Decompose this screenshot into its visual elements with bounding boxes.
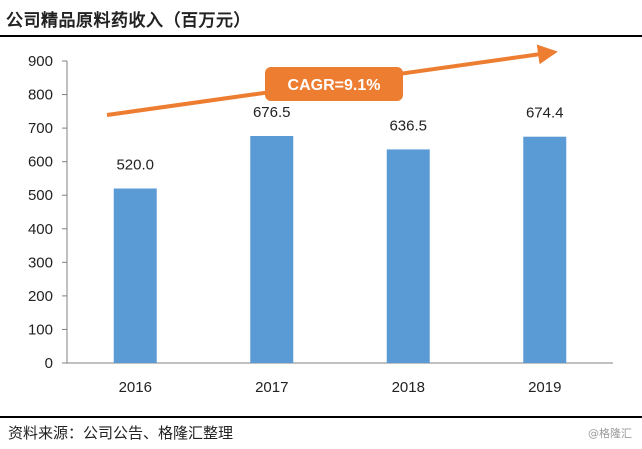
- bar-value-label: 676.5: [253, 104, 291, 121]
- y-tick-label: 800: [28, 87, 53, 104]
- y-tick-label: 600: [28, 154, 53, 171]
- bar: [386, 149, 430, 363]
- bottom-divider: [0, 416, 642, 418]
- bar: [113, 188, 157, 363]
- cagr-badge-label: CAGR=9.1%: [288, 77, 381, 94]
- bar: [523, 136, 567, 363]
- x-tick-label: 2019: [528, 379, 561, 396]
- chart-title: 公司精品原料药收入（百万元）: [6, 11, 251, 31]
- source-note: 资料来源：公司公告、格隆汇整理: [8, 424, 234, 442]
- y-tick-label: 300: [28, 254, 53, 271]
- bar-value-label: 674.4: [526, 105, 564, 122]
- bar-value-label: 636.5: [389, 117, 427, 134]
- bars: [113, 135, 567, 363]
- y-tick-label: 100: [28, 321, 53, 338]
- bar-value-labels: 520.0 676.5 636.5 674.4: [116, 104, 563, 174]
- bar: [250, 135, 294, 363]
- y-tick-label: 200: [28, 288, 53, 305]
- y-tick-label: 500: [28, 187, 53, 204]
- x-tick-label: 2016: [119, 379, 152, 396]
- cagr-badge: CAGR=9.1%: [265, 67, 403, 101]
- y-tick-label: 400: [28, 221, 53, 238]
- bar-value-label: 520.0: [116, 157, 154, 174]
- y-tick-label: 700: [28, 120, 53, 137]
- y-tick-label: 900: [28, 53, 53, 70]
- top-divider: [0, 35, 642, 37]
- x-axis: 2016 2017 2018 2019: [67, 362, 613, 396]
- x-tick-label: 2018: [392, 379, 425, 396]
- watermark: @格隆汇: [588, 427, 632, 440]
- cagr-badge-box: [265, 67, 403, 101]
- x-tick-label: 2017: [255, 379, 288, 396]
- y-tick-label: 0: [45, 355, 53, 372]
- y-axis: 0 100 200 300 400 500 600 700 800 900: [28, 53, 68, 372]
